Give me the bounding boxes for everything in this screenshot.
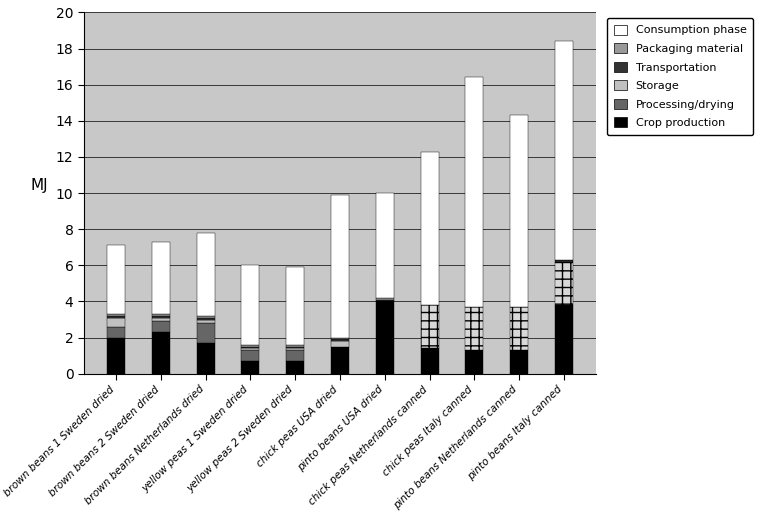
Bar [196, 320, 215, 323]
Bar [241, 349, 260, 350]
Bar [376, 298, 393, 299]
Bar [331, 341, 349, 347]
Bar [107, 316, 125, 318]
Bar [107, 327, 125, 338]
Bar [286, 361, 304, 373]
Bar [555, 305, 573, 373]
Bar [107, 318, 125, 327]
Bar [331, 195, 349, 338]
Bar [196, 233, 215, 316]
Bar [196, 318, 215, 320]
Bar [331, 338, 349, 339]
Bar [196, 343, 215, 373]
Bar [241, 347, 260, 349]
Bar [286, 347, 304, 349]
Bar [376, 193, 393, 298]
Bar [241, 345, 260, 347]
Bar [286, 267, 304, 345]
Bar [331, 347, 349, 373]
Y-axis label: MJ: MJ [30, 178, 48, 193]
Bar [510, 307, 528, 350]
Bar [241, 361, 260, 373]
Bar [107, 246, 125, 314]
Bar [286, 345, 304, 347]
Bar [152, 332, 170, 373]
Bar [331, 339, 349, 341]
Bar [286, 349, 304, 350]
Bar [107, 314, 125, 316]
Bar [152, 314, 170, 316]
Bar [555, 260, 573, 262]
Bar [466, 78, 483, 307]
Bar [152, 321, 170, 332]
Bar [196, 323, 215, 343]
Bar [196, 316, 215, 318]
Bar [107, 338, 125, 373]
Bar [421, 152, 438, 305]
Bar [555, 41, 573, 260]
Bar [152, 316, 170, 318]
Bar [466, 350, 483, 373]
Bar [510, 116, 528, 307]
Bar [152, 318, 170, 321]
Bar [555, 262, 573, 305]
Legend: Consumption phase, Packaging material, Transportation, Storage, Processing/dryin: Consumption phase, Packaging material, T… [607, 18, 753, 135]
Bar [466, 307, 483, 350]
Bar [241, 265, 260, 345]
Bar [510, 350, 528, 373]
Bar [421, 305, 438, 349]
Bar [286, 350, 304, 361]
Bar [376, 301, 393, 373]
Bar [152, 242, 170, 314]
Bar [241, 350, 260, 361]
Bar [421, 349, 438, 373]
Bar [376, 299, 393, 301]
